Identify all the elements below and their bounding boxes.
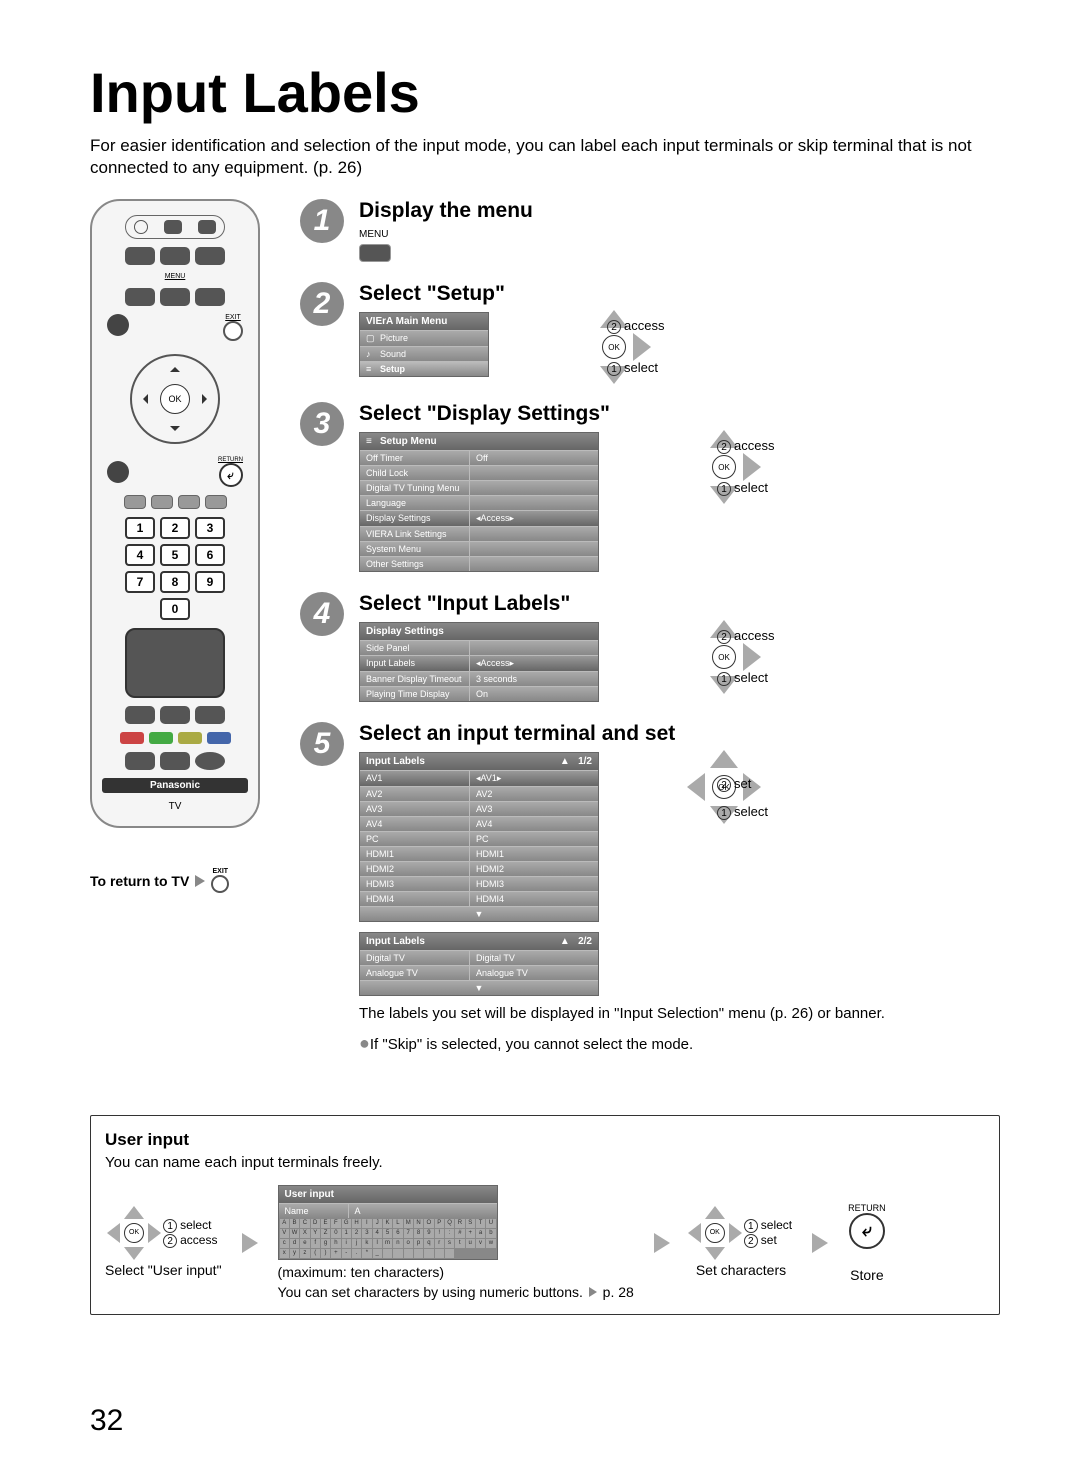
user-input-box: User input You can name each input termi…: [90, 1115, 1000, 1315]
num-0: 0: [160, 598, 190, 620]
step-4-number: 4: [300, 592, 344, 636]
setup-menu-screen: ≡Setup Menu Off TimerOffChild LockDigita…: [359, 432, 599, 572]
arrow-icon: [242, 1233, 258, 1253]
remote-illustration: MENU EXIT OK RETURN ⤶: [90, 199, 260, 828]
step-2-title: Select "Setup": [359, 282, 1000, 306]
menu-button-icon: [359, 244, 391, 262]
step-5-note-2: If "Skip" is selected, you cannot select…: [370, 1036, 693, 1053]
step-5-title: Select an input terminal and set: [359, 722, 1000, 746]
return-button: ⤶: [219, 463, 243, 487]
return-to-tv-label: To return to TV: [90, 873, 189, 889]
num-5: 5: [160, 544, 190, 566]
num-3: 3: [195, 517, 225, 539]
num-8: 8: [160, 571, 190, 593]
page-number: 32: [90, 1404, 123, 1438]
step-1-title: Display the menu: [359, 199, 1000, 223]
tv-label: TV: [169, 801, 182, 812]
menu-label: MENU: [165, 273, 186, 280]
exit-label: EXIT: [225, 314, 241, 321]
page-title: Input Labels: [90, 60, 1000, 125]
num-7: 7: [125, 571, 155, 593]
step-1-hint: MENU: [359, 229, 1000, 240]
exit-button: [223, 321, 243, 341]
brand-label: Panasonic: [102, 778, 248, 793]
num-6: 6: [195, 544, 225, 566]
user-input-title: User input: [105, 1130, 985, 1150]
step-3-number: 3: [300, 402, 344, 446]
user-input-screen: User input NameA ABCDEFGHIJKLMNOPQRSTUVW…: [278, 1185, 498, 1260]
input-labels-screens: Input Labels▲ 1/2 AV1◂AV1▸AV2AV2AV3AV3AV…: [359, 752, 599, 996]
step-3-title: Select "Display Settings": [359, 402, 1000, 426]
num-9: 9: [195, 571, 225, 593]
intro-text: For easier identification and selection …: [90, 135, 1000, 179]
num-2: 2: [160, 517, 190, 539]
step-5-number: 5: [300, 722, 344, 766]
arrow-icon: [654, 1233, 670, 1253]
step-2-number: 2: [300, 282, 344, 326]
step-5-note-1: The labels you set will be displayed in …: [359, 1004, 1000, 1024]
main-menu-screen: VIErA Main Menu ▢Picture ♪Sound ≡Setup: [359, 312, 489, 377]
step-1-number: 1: [300, 199, 344, 243]
num-1: 1: [125, 517, 155, 539]
num-4: 4: [125, 544, 155, 566]
step-4-title: Select "Input Labels": [359, 592, 1000, 616]
ok-button: OK: [160, 384, 190, 414]
user-input-sub: You can name each input terminals freely…: [105, 1154, 985, 1171]
return-icon: ⤶: [849, 1213, 885, 1249]
display-settings-screen: Display Settings Side PanelInput Labels◂…: [359, 622, 599, 702]
arrow-icon: [812, 1233, 828, 1253]
